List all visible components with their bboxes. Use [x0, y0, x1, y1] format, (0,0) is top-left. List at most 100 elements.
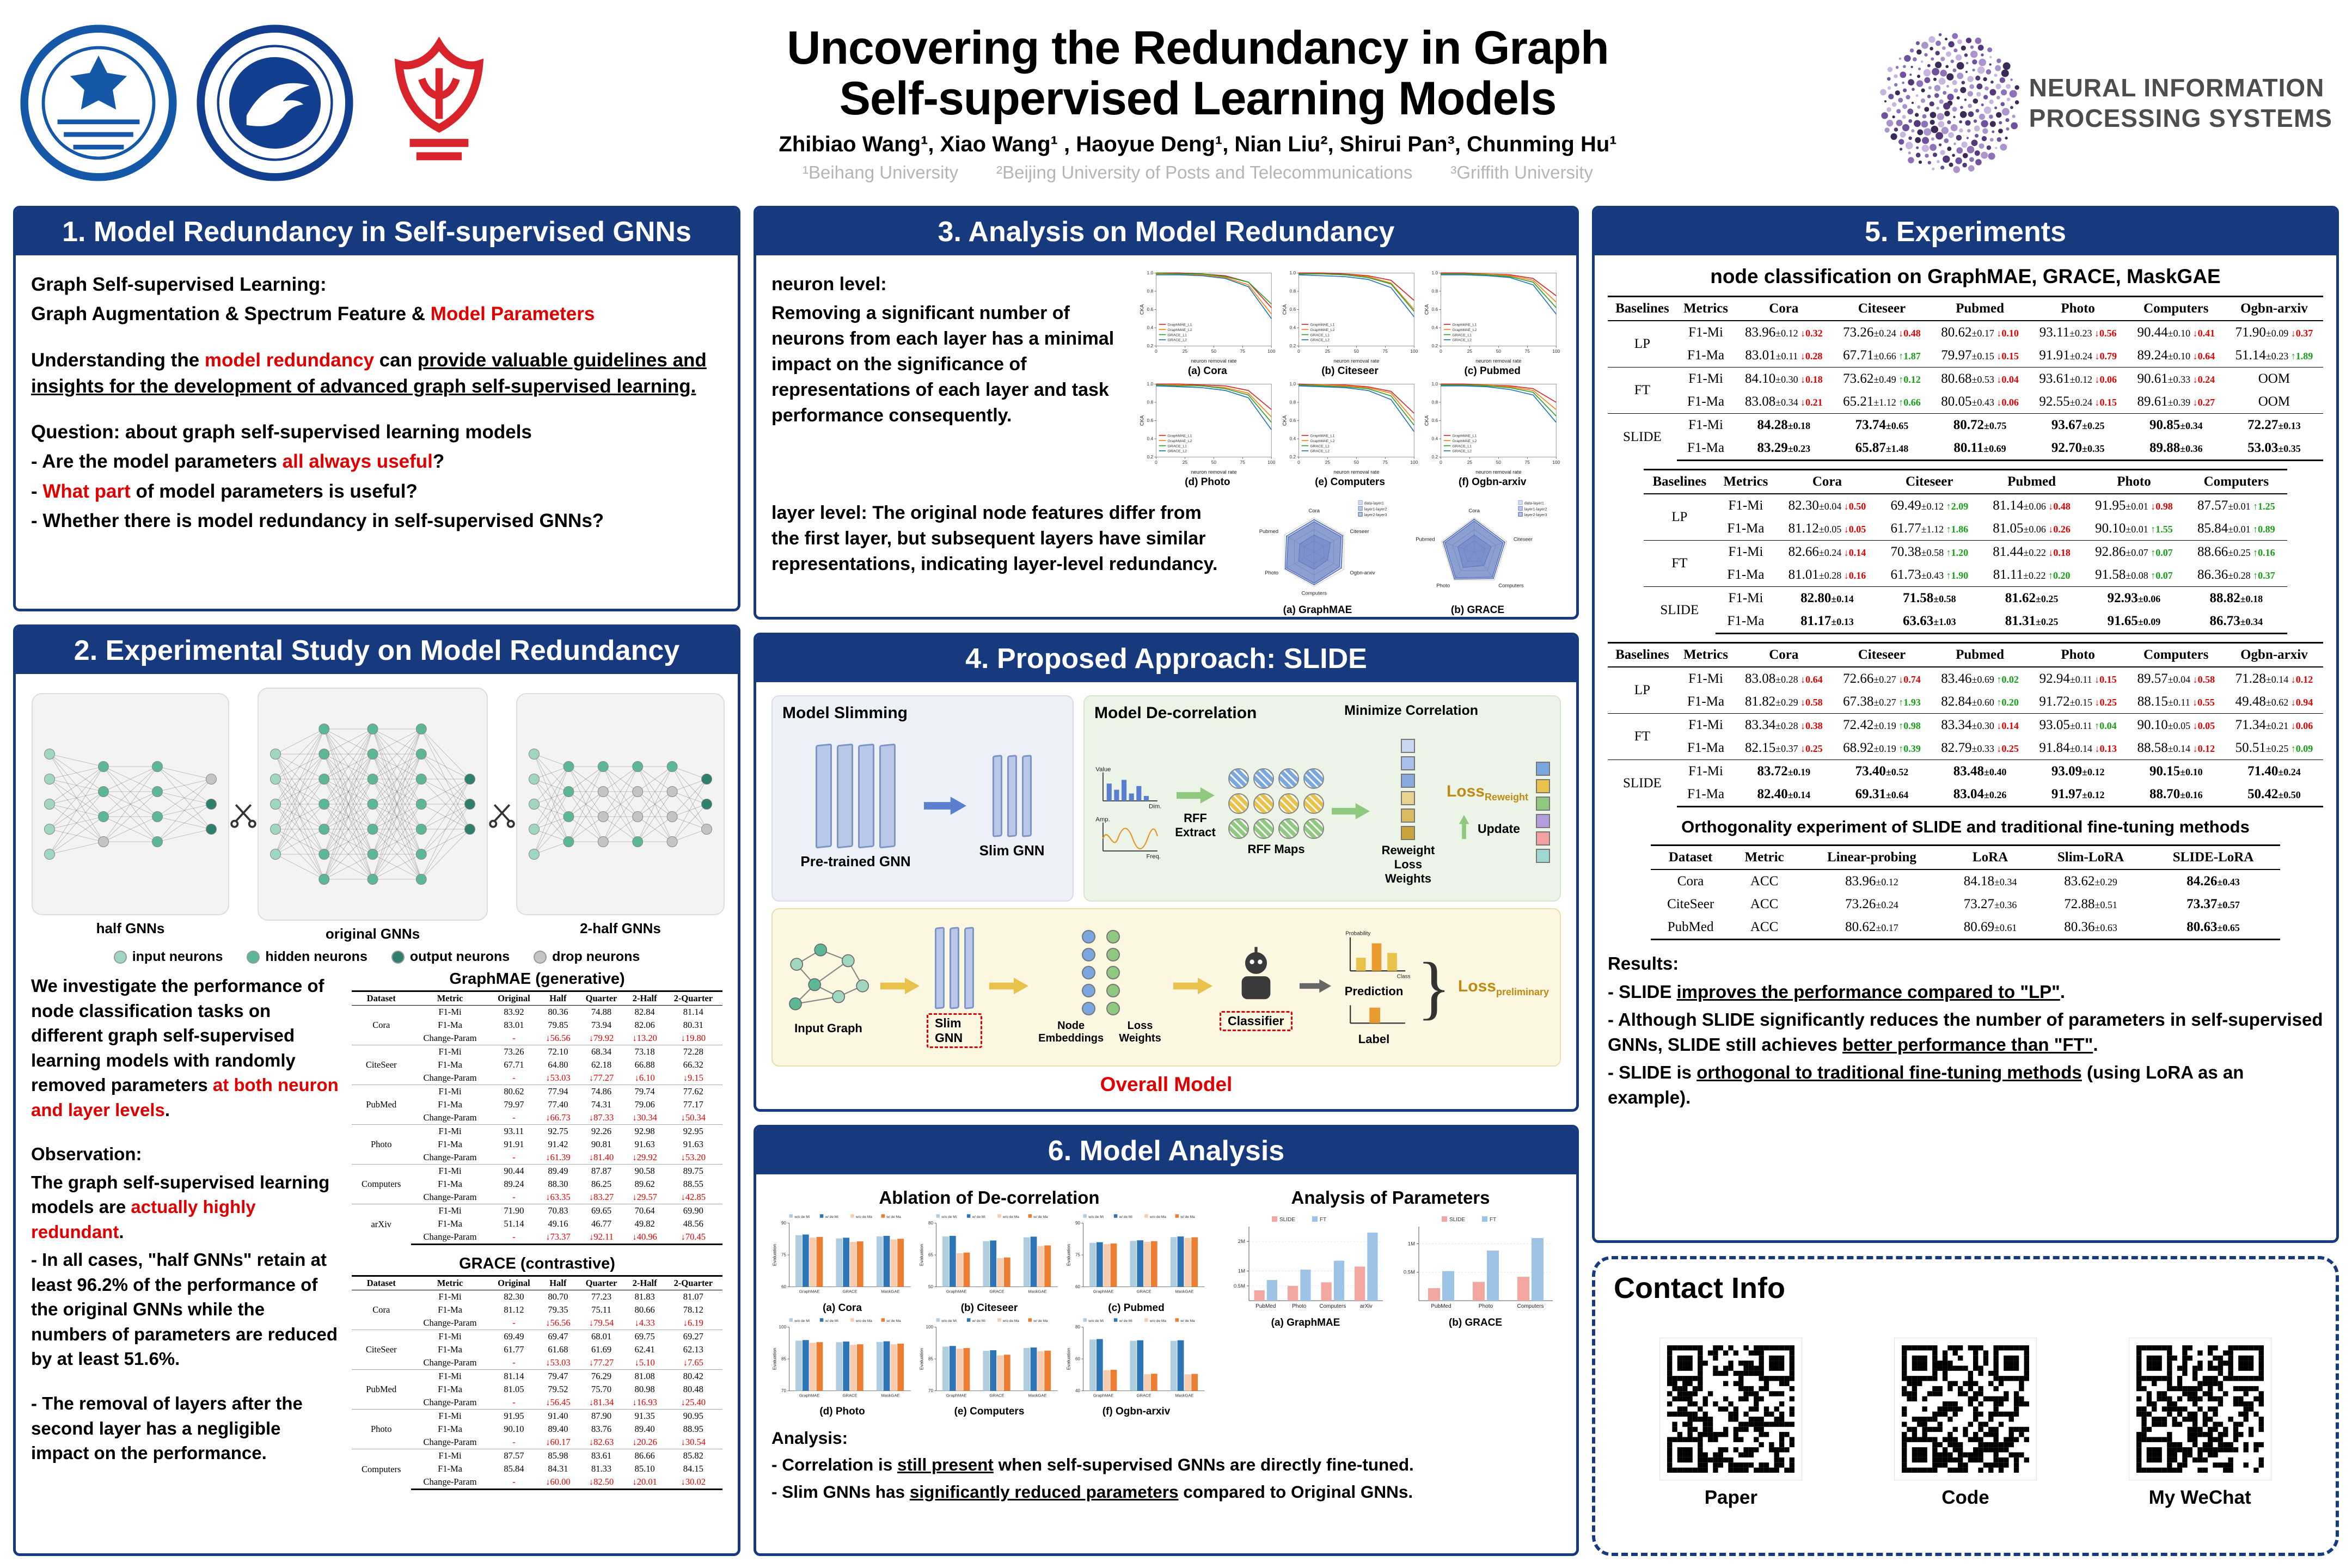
table-cell: 48.56	[683, 1218, 703, 1229]
table-cell: ↓60.17	[546, 1437, 571, 1447]
svg-text:GRACE_L2: GRACE_L2	[1453, 450, 1472, 454]
table-cell: ↓82.63	[589, 1437, 614, 1447]
value-cell: 73.40±0.52	[1833, 759, 1931, 783]
table-row: Cora ACC 83.96±0.12 84.18±0.34 83.62±0.29 84.…	[1651, 869, 2280, 893]
value-cell: 92.93±0.06	[2082, 586, 2185, 610]
table-cell: 69.75	[625, 1330, 664, 1343]
table-cell: 69.47	[538, 1330, 578, 1343]
table-cell: Change-Param	[423, 1318, 477, 1328]
column-header: Slim-LoRA	[2035, 844, 2147, 870]
table-cell: 92.98	[625, 1124, 664, 1138]
table-cell: ↓19.80	[681, 1033, 706, 1043]
table-row: FT F1-Mi 82.66±0.24 ↓0.14 70.38±0.58 ↑1.20 8…	[1643, 540, 2288, 587]
table-cell: ↓79.92	[589, 1033, 614, 1043]
table-row: PubMed ACC 80.62±0.17 80.69±0.61 80.36±0.63 8…	[1650, 916, 2281, 940]
svg-text:Freq.: Freq.	[1146, 854, 1161, 860]
value-cell: 73.62±0.49 ↑0.12	[1833, 367, 1931, 390]
logo-row	[20, 24, 569, 182]
table-row: F1-Ma 79.97 77.40 74.31 79.06 77.17	[352, 1098, 722, 1111]
svg-text:w/ de Ma: w/ de Ma	[886, 1319, 901, 1322]
table-cell: 91.95	[489, 1409, 539, 1423]
parameter-figure: 0.5M 1M PubMed Photo Computers SLIDE FT (b) GRA…	[1394, 1212, 1557, 1329]
value-cell: 82.30±0.04 ↓0.50	[1788, 498, 1866, 513]
table-cell: F1-Ma	[438, 1059, 462, 1070]
svg-text:w/o de Mi: w/o de Mi	[1088, 1319, 1104, 1322]
beihang-university-logo	[20, 24, 177, 181]
qr-label: My WeChat	[2148, 1486, 2251, 1508]
column-header: 2-Quarter	[664, 1275, 722, 1290]
value-cell: 49.48±0.62 ↓0.94	[2235, 694, 2313, 709]
column-header: Cora	[1735, 296, 1833, 321]
paragraph: Analysis:	[771, 1428, 848, 1448]
svg-text:0.2: 0.2	[1432, 454, 1438, 460]
value-cell: ACC	[1750, 874, 1779, 889]
figure-caption: (b) GRACE	[1450, 604, 1505, 616]
ablation-figure: 70 85 100 GraphMAE GRACE MaskGAE w/o de Mi w/ d…	[771, 1316, 913, 1418]
parameter-figure: 0.5M 1M 2M PubMed Photo Computers arXiv SLIDE FT…	[1224, 1212, 1387, 1329]
value-cell: 84.18±0.34	[1963, 874, 2017, 889]
dataset-cell: Cora	[372, 1304, 390, 1315]
svg-text:arXiv: arXiv	[1360, 1303, 1373, 1309]
overall-model-caption: Overall Model	[1100, 1073, 1233, 1095]
value-cell: 81.14±0.06 ↓0.48	[1993, 498, 2071, 513]
value-cell: 91.58±0.08 ↑0.07	[2095, 567, 2173, 582]
svg-text:neuron removal rate: neuron removal rate	[1191, 469, 1236, 475]
dataset-cell: Cora	[372, 1020, 390, 1030]
neuron-level-text: neuron level: Removing a significant numb…	[771, 268, 1129, 428]
value-cell: 51.14±0.23 ↑1.89	[2235, 348, 2313, 363]
svg-text:0.8: 0.8	[1147, 400, 1154, 405]
table-cell: 81.08	[625, 1369, 664, 1383]
svg-text:75: 75	[1525, 460, 1530, 465]
svg-text:MaskGAE: MaskGAE	[881, 1393, 899, 1398]
svg-text:Computers: Computers	[1319, 1303, 1346, 1309]
value-cell: 65.87±1.48	[1833, 437, 1931, 461]
table-cell: 68.34	[577, 1045, 626, 1058]
table-cell: 81.83	[634, 1291, 655, 1302]
figure-caption: (c) Pubmed	[1464, 365, 1521, 377]
table-cell: -	[512, 1397, 516, 1407]
legend-dot-icon	[113, 950, 127, 964]
metric-cell: F1-Ma	[1687, 694, 1725, 709]
table-cell: F1-Mi	[438, 1291, 462, 1302]
table-cell: F1-Mi	[411, 1164, 489, 1178]
table-row: F1-Ma 83.08±0.34 ↓0.21 65.21±1.12 ↑0.66 80.…	[1608, 390, 2323, 414]
paragraph: - The removal of layers after the second…	[31, 1393, 303, 1463]
value-dim-plot: Value Dim.	[1095, 766, 1161, 810]
svg-text:0.8: 0.8	[1432, 289, 1438, 294]
value-cell: OOM	[2258, 394, 2290, 409]
rff-map-dot	[1228, 768, 1249, 789]
table-row: Change-Param - ↓56.45 ↓81.34 ↓16.93 ↓25.40	[352, 1396, 722, 1410]
value-cell: 88.66±0.25 ↑0.16	[2185, 540, 2288, 564]
figure-caption: (a) Cora	[823, 1302, 862, 1314]
table-cell: 91.42	[548, 1139, 568, 1149]
gnn-layer	[816, 743, 832, 849]
table-cell: F1-Mi	[411, 1369, 489, 1383]
rff-map-dot	[1253, 818, 1274, 839]
figure-caption: (a) GraphMAE	[1271, 1317, 1340, 1328]
radar-chart: Cora Citeseer Ogbn-arxiv Computers Photo Pubm…	[1241, 497, 1394, 603]
baseline-cell: SLIDE	[1643, 586, 1716, 634]
value-cell: 67.38±0.27 ↑1.93	[1843, 694, 1921, 709]
table-cell: 74.86	[577, 1085, 626, 1098]
brace-glyph: }	[1417, 948, 1451, 1027]
value-cell: 93.09±0.12	[2029, 759, 2127, 783]
table-cell: -	[512, 1318, 516, 1328]
contact-box: Contact Info Paper Code My WeChat	[1592, 1256, 2339, 1556]
table-cell: 84.15	[683, 1463, 703, 1474]
value-cell: 91.91±0.24 ↓0.79	[2039, 348, 2117, 363]
table-cell: F1-Mi	[411, 1045, 489, 1058]
column-header: Metrics	[1676, 642, 1735, 667]
table-cell: 79.47	[538, 1369, 578, 1383]
table-cell: ↓30.34	[632, 1112, 657, 1123]
ablation-chart-grid: 60 75 90 GraphMAE GRACE MaskGAE w/o de Mi w/ de…	[771, 1212, 1207, 1418]
affiliation-2: ²Beijing University of Posts and Telecom…	[996, 162, 1413, 183]
parameter-bar-chart: 0.5M 1M 2M PubMed Photo Computers arXiv SLIDE FT	[1224, 1212, 1387, 1316]
update-label: Update	[1455, 815, 1520, 842]
table-cell: 81.33	[591, 1463, 612, 1474]
experiment-table: Baselines Metrics Cora Citeseer Pubmed Photo C…	[1608, 642, 2323, 807]
svg-text:SLIDE: SLIDE	[1279, 1217, 1295, 1223]
svg-text:1.0: 1.0	[1289, 381, 1296, 387]
section-4-proposed-approach: 4. Proposed Approach: SLIDE Model Slimmi…	[754, 633, 1579, 1112]
table-cell: 69.27	[664, 1330, 722, 1343]
table-row: arXiv F1-Mi 71.90 70.83 69.65 70.64 69.90	[352, 1204, 722, 1245]
